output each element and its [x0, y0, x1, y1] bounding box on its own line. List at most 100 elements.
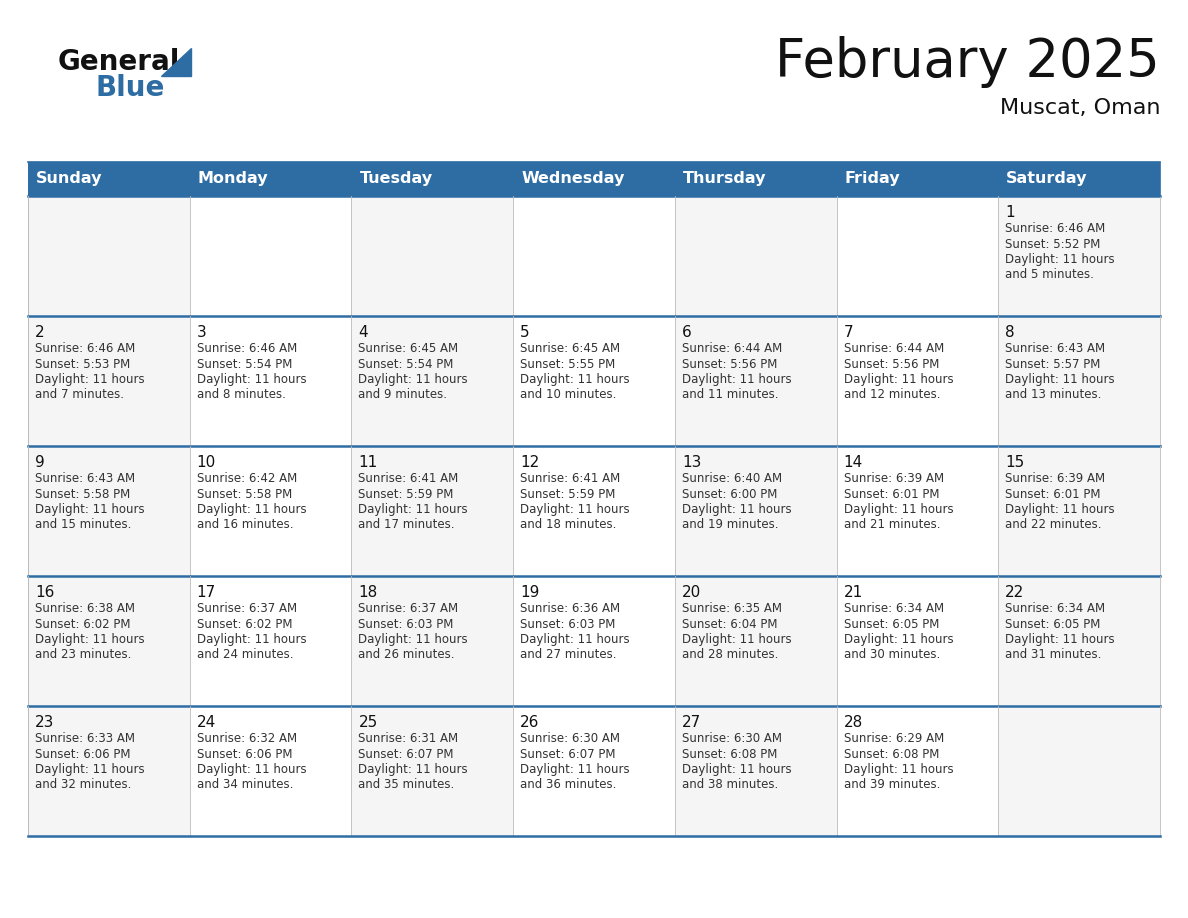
Text: Sunrise: 6:46 AM: Sunrise: 6:46 AM [1005, 222, 1106, 235]
Text: Sunset: 6:03 PM: Sunset: 6:03 PM [359, 618, 454, 631]
Text: Sunset: 6:06 PM: Sunset: 6:06 PM [197, 747, 292, 760]
Text: Sunrise: 6:45 AM: Sunrise: 6:45 AM [359, 342, 459, 355]
Text: 18: 18 [359, 585, 378, 600]
Bar [675, 706, 836, 836]
Text: Sunset: 6:05 PM: Sunset: 6:05 PM [843, 618, 939, 631]
Bar [29, 706, 190, 836]
Text: Sunset: 5:53 PM: Sunset: 5:53 PM [34, 357, 131, 371]
Text: and 5 minutes.: and 5 minutes. [1005, 268, 1094, 282]
Text: Sunset: 6:03 PM: Sunset: 6:03 PM [520, 618, 615, 631]
Bar [29, 316, 190, 446]
Text: Tuesday: Tuesday [360, 172, 432, 186]
Text: Sunset: 5:54 PM: Sunset: 5:54 PM [359, 357, 454, 371]
Text: and 39 minutes.: and 39 minutes. [843, 778, 940, 791]
Text: and 26 minutes.: and 26 minutes. [359, 648, 455, 662]
Bar [998, 446, 1159, 576]
Text: and 9 minutes.: and 9 minutes. [359, 388, 448, 401]
Text: Sunset: 5:57 PM: Sunset: 5:57 PM [1005, 357, 1100, 371]
Bar [675, 576, 836, 706]
Text: Sunrise: 6:36 AM: Sunrise: 6:36 AM [520, 602, 620, 615]
Bar [675, 196, 836, 316]
Bar [675, 446, 836, 576]
Text: Daylight: 11 hours: Daylight: 11 hours [520, 763, 630, 776]
Text: Sunset: 6:08 PM: Sunset: 6:08 PM [682, 747, 777, 760]
Text: Friday: Friday [845, 172, 901, 186]
Text: Sunset: 5:58 PM: Sunset: 5:58 PM [197, 487, 292, 500]
Text: Sunset: 6:07 PM: Sunset: 6:07 PM [520, 747, 615, 760]
Text: Sunset: 6:01 PM: Sunset: 6:01 PM [843, 487, 939, 500]
Bar [29, 576, 190, 706]
Text: Sunset: 6:06 PM: Sunset: 6:06 PM [34, 747, 131, 760]
Text: and 36 minutes.: and 36 minutes. [520, 778, 617, 791]
Text: Daylight: 11 hours: Daylight: 11 hours [1005, 253, 1114, 266]
Text: Sunrise: 6:43 AM: Sunrise: 6:43 AM [34, 472, 135, 485]
Text: Sunset: 6:08 PM: Sunset: 6:08 PM [843, 747, 939, 760]
Bar [352, 196, 513, 316]
Text: Daylight: 11 hours: Daylight: 11 hours [34, 503, 145, 516]
Bar [190, 446, 352, 576]
Text: Sunrise: 6:39 AM: Sunrise: 6:39 AM [843, 472, 943, 485]
Text: 26: 26 [520, 715, 539, 730]
Text: Sunrise: 6:43 AM: Sunrise: 6:43 AM [1005, 342, 1105, 355]
Text: and 10 minutes.: and 10 minutes. [520, 388, 617, 401]
Text: Daylight: 11 hours: Daylight: 11 hours [520, 633, 630, 646]
Text: Daylight: 11 hours: Daylight: 11 hours [520, 373, 630, 386]
Text: 27: 27 [682, 715, 701, 730]
Text: Sunrise: 6:44 AM: Sunrise: 6:44 AM [843, 342, 943, 355]
Text: Sunrise: 6:35 AM: Sunrise: 6:35 AM [682, 602, 782, 615]
Bar [836, 446, 998, 576]
Text: Sunset: 5:56 PM: Sunset: 5:56 PM [843, 357, 939, 371]
Text: February 2025: February 2025 [776, 36, 1159, 88]
Text: and 22 minutes.: and 22 minutes. [1005, 519, 1101, 532]
Text: and 24 minutes.: and 24 minutes. [197, 648, 293, 662]
Text: Muscat, Oman: Muscat, Oman [999, 98, 1159, 118]
Bar [352, 576, 513, 706]
Text: 23: 23 [34, 715, 55, 730]
Bar [352, 446, 513, 576]
Text: and 7 minutes.: and 7 minutes. [34, 388, 124, 401]
Text: Sunrise: 6:30 AM: Sunrise: 6:30 AM [682, 732, 782, 745]
Bar [513, 196, 675, 316]
Text: and 18 minutes.: and 18 minutes. [520, 519, 617, 532]
Text: Daylight: 11 hours: Daylight: 11 hours [682, 763, 791, 776]
Text: Sunrise: 6:46 AM: Sunrise: 6:46 AM [34, 342, 135, 355]
Text: 21: 21 [843, 585, 862, 600]
Text: Daylight: 11 hours: Daylight: 11 hours [843, 633, 953, 646]
Bar [29, 162, 1159, 196]
Text: Monday: Monday [197, 172, 268, 186]
Text: and 16 minutes.: and 16 minutes. [197, 519, 293, 532]
Text: 19: 19 [520, 585, 539, 600]
Text: 13: 13 [682, 455, 701, 470]
Text: and 8 minutes.: and 8 minutes. [197, 388, 285, 401]
Bar [836, 316, 998, 446]
Text: and 32 minutes.: and 32 minutes. [34, 778, 132, 791]
Text: Sunset: 6:02 PM: Sunset: 6:02 PM [197, 618, 292, 631]
Text: 6: 6 [682, 325, 691, 340]
Text: Sunrise: 6:32 AM: Sunrise: 6:32 AM [197, 732, 297, 745]
Bar [836, 196, 998, 316]
Text: 9: 9 [34, 455, 45, 470]
Bar [998, 316, 1159, 446]
Text: and 30 minutes.: and 30 minutes. [843, 648, 940, 662]
Text: Sunrise: 6:30 AM: Sunrise: 6:30 AM [520, 732, 620, 745]
Bar [29, 446, 190, 576]
Text: 3: 3 [197, 325, 207, 340]
Bar [190, 316, 352, 446]
Text: 11: 11 [359, 455, 378, 470]
Text: and 35 minutes.: and 35 minutes. [359, 778, 455, 791]
Text: Sunset: 6:02 PM: Sunset: 6:02 PM [34, 618, 131, 631]
Bar [998, 576, 1159, 706]
Bar [998, 706, 1159, 836]
Bar [513, 706, 675, 836]
Text: and 23 minutes.: and 23 minutes. [34, 648, 132, 662]
Bar [998, 196, 1159, 316]
Text: 10: 10 [197, 455, 216, 470]
Text: Daylight: 11 hours: Daylight: 11 hours [34, 633, 145, 646]
Text: 4: 4 [359, 325, 368, 340]
Bar [352, 316, 513, 446]
Text: General: General [58, 48, 181, 76]
Text: Sunrise: 6:33 AM: Sunrise: 6:33 AM [34, 732, 135, 745]
Text: and 31 minutes.: and 31 minutes. [1005, 648, 1101, 662]
Text: Sunset: 5:59 PM: Sunset: 5:59 PM [520, 487, 615, 500]
Text: and 12 minutes.: and 12 minutes. [843, 388, 940, 401]
